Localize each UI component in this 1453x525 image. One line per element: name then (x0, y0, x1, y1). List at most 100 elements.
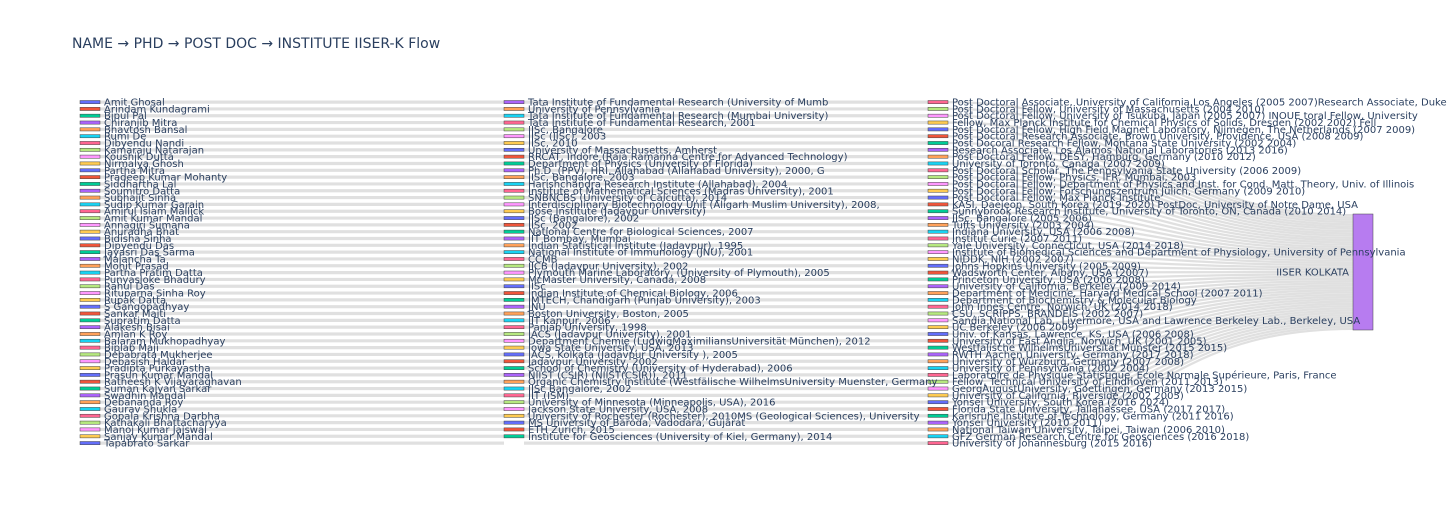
names-node[interactable] (79, 393, 101, 398)
names-node[interactable] (79, 100, 101, 104)
names-node[interactable] (79, 434, 101, 439)
names-node[interactable] (79, 202, 101, 207)
phd-node[interactable] (503, 325, 525, 330)
postdoc-node[interactable] (927, 250, 949, 254)
postdoc-node[interactable] (927, 195, 949, 200)
phd-node[interactable] (503, 400, 525, 405)
names-node[interactable] (79, 147, 101, 152)
postdoc-node[interactable] (927, 134, 949, 139)
postdoc-node[interactable] (927, 236, 949, 241)
names-node[interactable] (79, 318, 101, 323)
names-node[interactable] (79, 243, 101, 248)
names-node[interactable] (79, 127, 101, 132)
phd-node[interactable] (503, 202, 525, 207)
names-node[interactable] (79, 161, 101, 166)
postdoc-node[interactable] (927, 379, 949, 384)
phd-node[interactable] (503, 236, 525, 241)
postdoc-node[interactable] (927, 332, 949, 336)
postdoc-node[interactable] (927, 270, 949, 275)
postdoc-node[interactable] (927, 400, 949, 405)
postdoc-node[interactable] (927, 243, 949, 248)
postdoc-node[interactable] (927, 373, 949, 377)
phd-node[interactable] (503, 373, 525, 377)
names-node[interactable] (79, 277, 101, 282)
phd-node[interactable] (503, 393, 525, 398)
names-node[interactable] (79, 229, 101, 234)
phd-node[interactable] (503, 141, 525, 145)
phd-node[interactable] (503, 338, 525, 343)
names-node[interactable] (79, 263, 101, 268)
postdoc-node[interactable] (927, 188, 949, 193)
phd-node[interactable] (503, 298, 525, 302)
names-node[interactable] (79, 373, 101, 377)
names-node[interactable] (79, 195, 101, 200)
postdoc-node[interactable] (927, 175, 949, 179)
phd-node[interactable] (503, 359, 525, 364)
phd-node[interactable] (503, 120, 525, 125)
postdoc-node[interactable] (927, 120, 949, 125)
postdoc-node[interactable] (927, 318, 949, 323)
phd-node[interactable] (503, 257, 525, 261)
postdoc-node[interactable] (927, 182, 949, 186)
postdoc-node[interactable] (927, 345, 949, 350)
names-node[interactable] (79, 298, 101, 302)
phd-node[interactable] (503, 209, 525, 214)
phd-node[interactable] (503, 250, 525, 254)
phd-node[interactable] (503, 134, 525, 139)
phd-node[interactable] (503, 427, 525, 432)
phd-node[interactable] (503, 243, 525, 248)
phd-node[interactable] (503, 107, 525, 111)
names-node[interactable] (79, 441, 101, 445)
phd-node[interactable] (503, 304, 525, 309)
names-node[interactable] (79, 107, 101, 111)
names-node[interactable] (79, 120, 101, 125)
postdoc-node[interactable] (927, 263, 949, 268)
phd-node[interactable] (503, 413, 525, 418)
phd-node[interactable] (503, 263, 525, 268)
names-node[interactable] (79, 182, 101, 186)
names-node[interactable] (79, 345, 101, 350)
postdoc-node[interactable] (927, 147, 949, 152)
names-node[interactable] (79, 413, 101, 418)
names-node[interactable] (79, 400, 101, 405)
names-node[interactable] (79, 209, 101, 214)
postdoc-node[interactable] (927, 113, 949, 118)
postdoc-node[interactable] (927, 216, 949, 220)
names-node[interactable] (79, 427, 101, 432)
postdoc-node[interactable] (927, 161, 949, 166)
postdoc-node[interactable] (927, 284, 949, 289)
names-node[interactable] (79, 386, 101, 391)
phd-node[interactable] (503, 182, 525, 186)
names-node[interactable] (79, 141, 101, 145)
phd-node[interactable] (503, 188, 525, 193)
phd-node[interactable] (503, 277, 525, 282)
phd-node[interactable] (503, 366, 525, 370)
postdoc-node[interactable] (927, 420, 949, 425)
names-node[interactable] (79, 284, 101, 289)
names-node[interactable] (79, 257, 101, 261)
names-node[interactable] (79, 270, 101, 275)
names-node[interactable] (79, 338, 101, 343)
postdoc-node[interactable] (927, 407, 949, 411)
phd-node[interactable] (503, 168, 525, 173)
names-node[interactable] (79, 113, 101, 118)
postdoc-node[interactable] (927, 168, 949, 173)
postdoc-node[interactable] (927, 304, 949, 309)
phd-node[interactable] (503, 311, 525, 316)
postdoc-node[interactable] (927, 393, 949, 398)
names-node[interactable] (79, 325, 101, 330)
postdoc-node[interactable] (927, 427, 949, 432)
names-node[interactable] (79, 223, 101, 227)
names-node[interactable] (79, 134, 101, 139)
names-node[interactable] (79, 420, 101, 425)
phd-node[interactable] (503, 154, 525, 159)
phd-node[interactable] (503, 270, 525, 275)
names-node[interactable] (79, 250, 101, 254)
postdoc-node[interactable] (927, 352, 949, 357)
postdoc-node[interactable] (927, 223, 949, 227)
postdoc-node[interactable] (927, 141, 949, 145)
names-node[interactable] (79, 407, 101, 411)
postdoc-node[interactable] (927, 291, 949, 295)
phd-node[interactable] (503, 216, 525, 220)
phd-node[interactable] (503, 434, 525, 439)
